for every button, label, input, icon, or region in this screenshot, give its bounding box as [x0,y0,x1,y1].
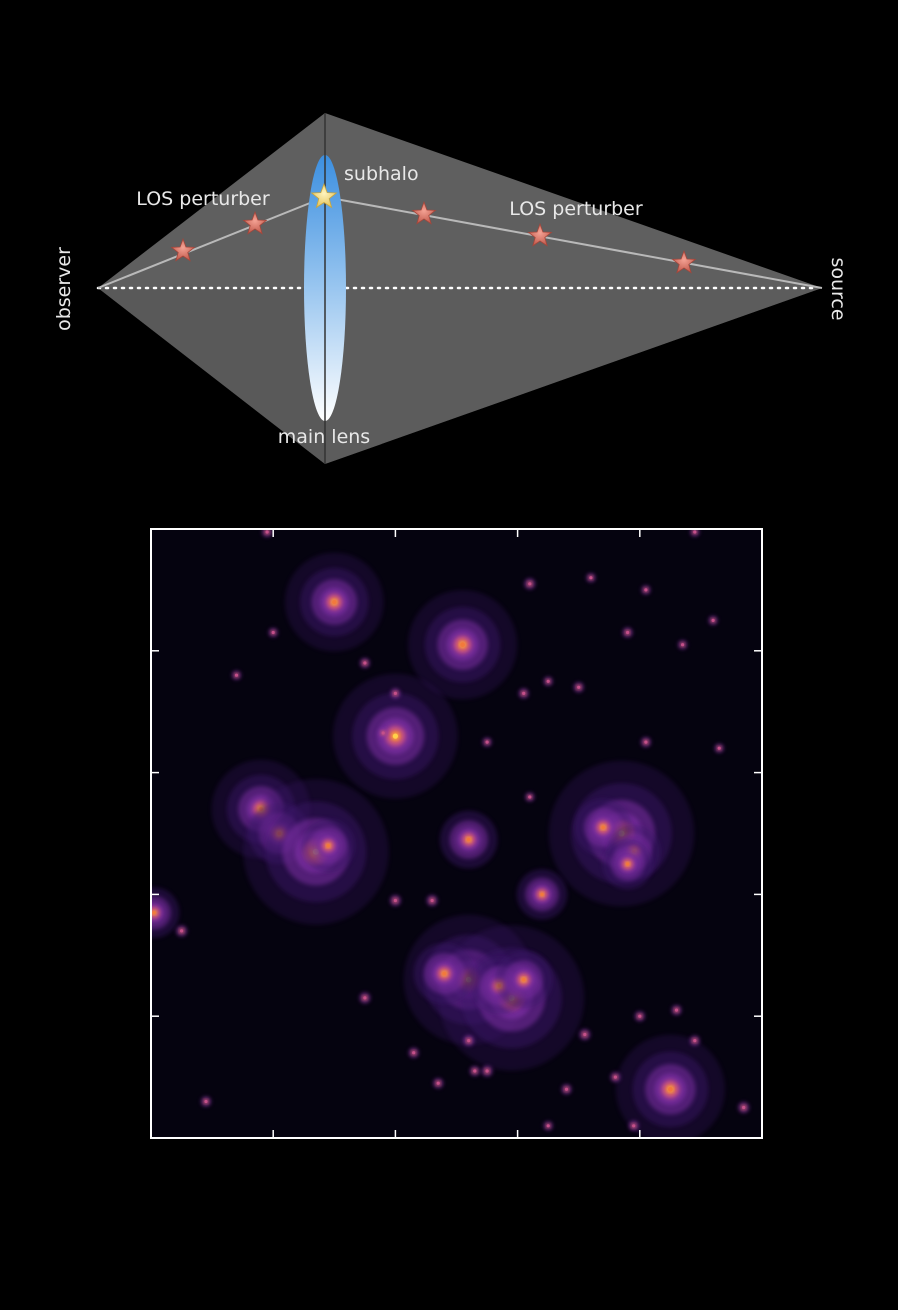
main-lens-label: main lens [278,426,370,448]
halo-blob [301,818,356,873]
light-cone-shade-far [325,288,822,464]
observer-label: observer [53,247,75,331]
subhalo-star-icon [310,182,338,209]
halo-blob [408,590,518,700]
halo-blob [586,573,596,583]
halo-blob [482,737,492,747]
lensing-diagram: observer source subhalo main lens LOS pe… [53,113,849,464]
halo-blob [671,1005,682,1016]
halo-blob [378,728,389,738]
halo-blob [690,529,700,537]
halo-blob [579,1029,591,1040]
source-label: source [827,257,849,320]
halo-blob [689,1035,700,1046]
halo-blob [641,585,651,595]
halo-blob [176,925,188,937]
halo-blob [516,869,568,920]
halo-blob [524,578,536,590]
halo-blob [573,682,584,693]
los-perturber-star-icon [170,237,196,262]
subhalo-label: subhalo [344,163,419,185]
halo-blob [232,670,241,680]
halo-blob [481,1065,493,1077]
halo-blob [714,743,724,753]
halo-blob [390,895,401,906]
halo-blob [525,792,535,802]
halo-blob [634,1011,645,1022]
halo-blob [390,688,401,699]
halo-blob [439,810,498,869]
halo-blob [201,1096,211,1107]
halo-blob [518,688,529,699]
halo-blob [708,615,718,625]
halo-blob [262,529,273,537]
halo-blob [333,673,458,799]
los-perturber-star-icon [242,210,268,235]
light-cone-shade [98,288,325,464]
halo-blob [469,1066,480,1076]
halo-blob [359,992,371,1004]
halo-blob [408,1047,419,1058]
los-perturber-star-icon [411,200,437,225]
halo-blob [494,950,553,1009]
halo-blob [284,552,384,652]
los-perturber-star-icon [671,249,697,274]
map-frame [150,528,763,1139]
halo-blob [628,1120,639,1131]
halo-blob [543,676,553,686]
halo-blob [463,1035,475,1046]
halo-blob [622,627,633,638]
halo-blob [678,640,688,650]
halo-blob [602,838,653,890]
halo-blob [561,1084,572,1095]
halo-blob [640,737,651,748]
halo-blob [359,658,370,668]
los-perturber-label-left: LOS perturber [136,188,270,210]
halo-blob [615,1034,725,1138]
los-perturber-star-icon [527,222,553,247]
los-perturber-label-right: LOS perturber [509,198,643,220]
halo-blob [610,1072,621,1083]
halo-blob [151,887,180,938]
halo-blob [543,1121,553,1131]
halo-blob [413,943,475,1005]
halo-blob [426,895,438,906]
halo-blob [738,1102,750,1113]
density-map [150,528,763,1139]
halo-blob [433,1078,444,1089]
halo-blob [268,628,278,637]
